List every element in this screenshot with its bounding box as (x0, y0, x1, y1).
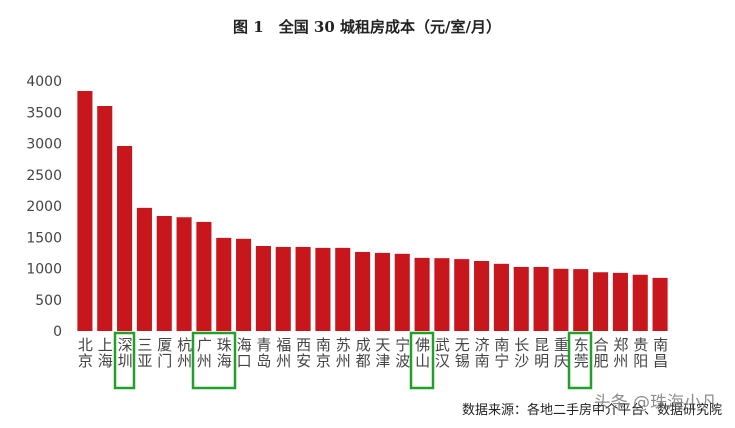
y-tick-label: 1000 (26, 262, 62, 278)
bar (553, 268, 569, 331)
x-tick-label: 郑州 (611, 337, 629, 369)
y-tick-label: 2000 (26, 199, 62, 215)
x-tick-label: 苏州 (334, 337, 352, 369)
bar (77, 91, 93, 331)
highlight-boxes (113, 331, 593, 390)
x-tick-label: 成都 (354, 337, 372, 369)
bar (236, 238, 252, 331)
bar (136, 207, 152, 331)
x-tick-label: 合肥 (592, 337, 610, 369)
x-tick-label: 南京 (314, 337, 332, 369)
y-tick-label: 3000 (26, 137, 62, 153)
bar (414, 257, 430, 331)
y-tick-label: 4000 (26, 74, 62, 90)
x-tick-label: 南昌 (651, 337, 669, 369)
x-tick-label: 贵阳 (631, 337, 649, 369)
x-tick-label: 珠海 (215, 337, 233, 369)
x-tick-label: 青岛 (254, 337, 272, 369)
bar (474, 261, 490, 331)
bar (255, 246, 271, 331)
y-tick-label: 500 (35, 293, 62, 309)
x-tick-label: 宁波 (393, 337, 411, 369)
highlight-box (409, 331, 435, 390)
x-tick-label: 福州 (274, 337, 292, 369)
bar (573, 269, 589, 331)
highlight-box (191, 331, 237, 390)
bar (196, 221, 212, 331)
x-tick-label: 长沙 (512, 337, 530, 369)
chart-title: 图 1 全国 30 城租房成本（元/室/月） (233, 18, 501, 36)
bar (593, 272, 609, 331)
highlight-box (567, 331, 593, 390)
x-tick-label: 南宁 (492, 337, 510, 369)
x-tick-label: 上海 (96, 337, 114, 369)
bar (434, 258, 450, 331)
x-tick-label: 武汉 (433, 337, 451, 369)
x-tick-label: 昆明 (532, 337, 550, 369)
bar (652, 277, 668, 331)
x-tick-label: 海口 (235, 337, 253, 369)
bar (493, 263, 509, 331)
bar (612, 272, 628, 331)
bar (335, 247, 351, 331)
x-tick-label: 厦门 (155, 337, 173, 369)
bar (454, 259, 470, 331)
bar (632, 274, 648, 331)
highlight-box (113, 331, 136, 390)
bar (176, 217, 192, 331)
x-tick-label: 深圳 (116, 337, 134, 369)
x-tick-label: 杭州 (175, 337, 193, 369)
x-tick-label: 天津 (373, 337, 391, 369)
bar (117, 146, 133, 331)
y-tick-label: 1500 (26, 230, 62, 246)
x-tick-label: 济南 (473, 337, 491, 369)
x-tick-label: 佛山 (413, 337, 431, 369)
x-tick-label: 无锡 (453, 337, 471, 369)
y-tick-label: 2500 (26, 168, 62, 184)
bar (533, 266, 549, 331)
x-tick-label: 东莞 (572, 337, 590, 369)
x-tick-label: 重庆 (552, 337, 570, 369)
bar (156, 216, 172, 331)
y-tick-label: 0 (53, 324, 62, 340)
source-note: 数据来源：各地二手房中介平台、数据研究院 (462, 402, 722, 418)
bar (275, 246, 291, 331)
bar (97, 106, 113, 331)
x-tick-label: 西安 (294, 337, 312, 369)
y-tick-label: 3500 (26, 105, 62, 121)
bar (295, 246, 311, 331)
bar (513, 266, 529, 331)
x-tick-label: 广州 (195, 337, 213, 369)
bar (394, 253, 410, 331)
x-tick-label: 三亚 (135, 337, 153, 369)
bar (374, 252, 390, 331)
bar (216, 237, 232, 331)
bar (355, 251, 371, 331)
bar (315, 247, 331, 331)
watermark: 头条 @珠海小凡 (594, 393, 718, 413)
x-tick-label: 北京 (76, 337, 94, 369)
